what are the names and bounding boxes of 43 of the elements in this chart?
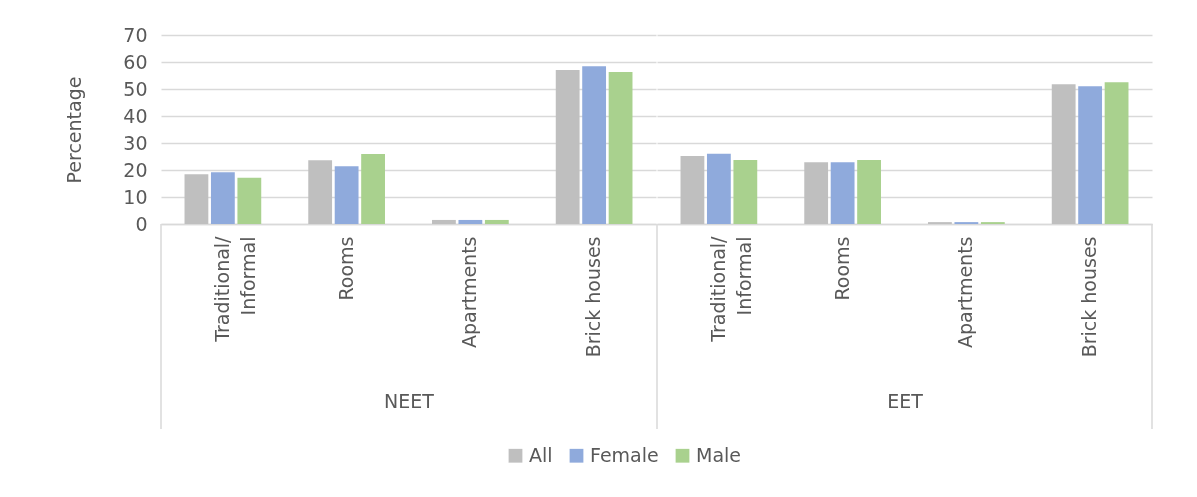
bar bbox=[334, 166, 359, 224]
bar bbox=[210, 172, 235, 224]
bar bbox=[1104, 82, 1129, 224]
bar bbox=[361, 154, 385, 224]
legend-label: All bbox=[529, 443, 553, 466]
bar bbox=[237, 177, 262, 224]
bar bbox=[484, 219, 509, 224]
bar bbox=[308, 160, 333, 224]
bar bbox=[1051, 84, 1076, 224]
y-tick-label: 30 bbox=[123, 131, 148, 154]
x-tick-label: Traditional/ Informal bbox=[210, 235, 259, 343]
bar bbox=[733, 160, 758, 224]
bar bbox=[804, 162, 829, 224]
legend-label: Male bbox=[696, 443, 742, 466]
x-tick-label: Rooms bbox=[334, 236, 357, 301]
x-tick-label: Traditional/ Informal bbox=[706, 235, 755, 343]
y-tick-label: 40 bbox=[123, 104, 148, 127]
bar bbox=[857, 160, 881, 224]
y-tick-label: 60 bbox=[123, 50, 148, 73]
bar bbox=[830, 162, 855, 224]
x-tick-label: Apartments bbox=[954, 236, 977, 349]
bar bbox=[555, 70, 580, 224]
y-tick-label: 50 bbox=[123, 77, 148, 100]
x-tick-label: Brick houses bbox=[582, 236, 605, 358]
x-axis-title: EET bbox=[887, 390, 924, 413]
bar bbox=[608, 71, 633, 224]
bar bbox=[680, 155, 705, 224]
x-tick-label: Brick houses bbox=[1078, 236, 1101, 358]
x-tick-label: Apartments bbox=[458, 236, 481, 349]
bar bbox=[458, 219, 483, 224]
x-tick-label: Rooms bbox=[830, 236, 853, 301]
y-axis-title: Percentage bbox=[63, 76, 86, 184]
y-tick-label: 0 bbox=[135, 212, 148, 235]
bar bbox=[184, 174, 209, 224]
x-axis-title: NEET bbox=[384, 390, 435, 413]
y-tick-label: 20 bbox=[123, 158, 148, 181]
y-tick-label: 10 bbox=[123, 185, 148, 208]
bar bbox=[1078, 86, 1103, 224]
legend-label: Female bbox=[590, 443, 659, 466]
bar bbox=[582, 66, 607, 224]
bar bbox=[706, 153, 731, 224]
y-tick-label: 70 bbox=[123, 23, 148, 46]
bar bbox=[432, 219, 456, 224]
